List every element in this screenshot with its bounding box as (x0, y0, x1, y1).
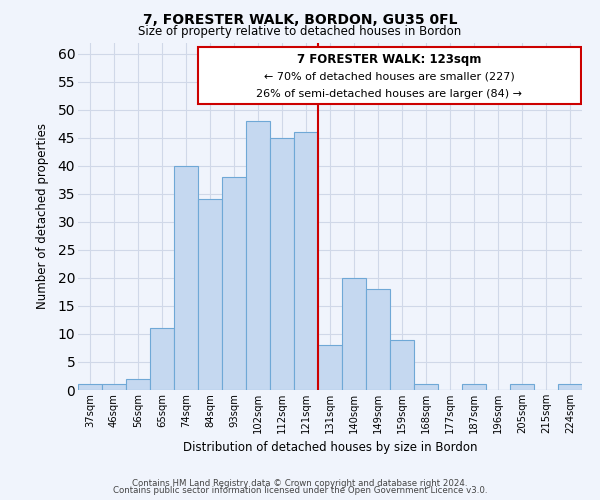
Bar (366, 289, 390, 390)
Bar (150, 328, 174, 390)
Bar (102, 384, 126, 390)
Bar (462, 384, 486, 390)
Text: Size of property relative to detached houses in Bordon: Size of property relative to detached ho… (139, 25, 461, 38)
X-axis label: Distribution of detached houses by size in Bordon: Distribution of detached houses by size … (183, 442, 477, 454)
Bar (222, 177, 246, 390)
Bar (414, 384, 438, 390)
Text: 7 FORESTER WALK: 123sqm: 7 FORESTER WALK: 123sqm (297, 53, 482, 66)
Bar (294, 132, 318, 390)
Bar (390, 340, 414, 390)
Bar (342, 278, 366, 390)
Bar (198, 200, 222, 390)
FancyBboxPatch shape (198, 47, 581, 104)
Bar (246, 121, 270, 390)
Y-axis label: Number of detached properties: Number of detached properties (36, 123, 49, 309)
Bar (510, 384, 534, 390)
Text: Contains public sector information licensed under the Open Government Licence v3: Contains public sector information licen… (113, 486, 487, 495)
Bar (174, 166, 198, 390)
Text: 7, FORESTER WALK, BORDON, GU35 0FL: 7, FORESTER WALK, BORDON, GU35 0FL (143, 12, 457, 26)
Text: Contains HM Land Registry data © Crown copyright and database right 2024.: Contains HM Land Registry data © Crown c… (132, 478, 468, 488)
Text: ← 70% of detached houses are smaller (227): ← 70% of detached houses are smaller (22… (264, 72, 515, 82)
Text: 26% of semi-detached houses are larger (84) →: 26% of semi-detached houses are larger (… (256, 89, 523, 99)
Bar (270, 138, 294, 390)
Bar (126, 379, 150, 390)
Bar (318, 345, 342, 390)
Bar (78, 384, 102, 390)
Bar (558, 384, 582, 390)
